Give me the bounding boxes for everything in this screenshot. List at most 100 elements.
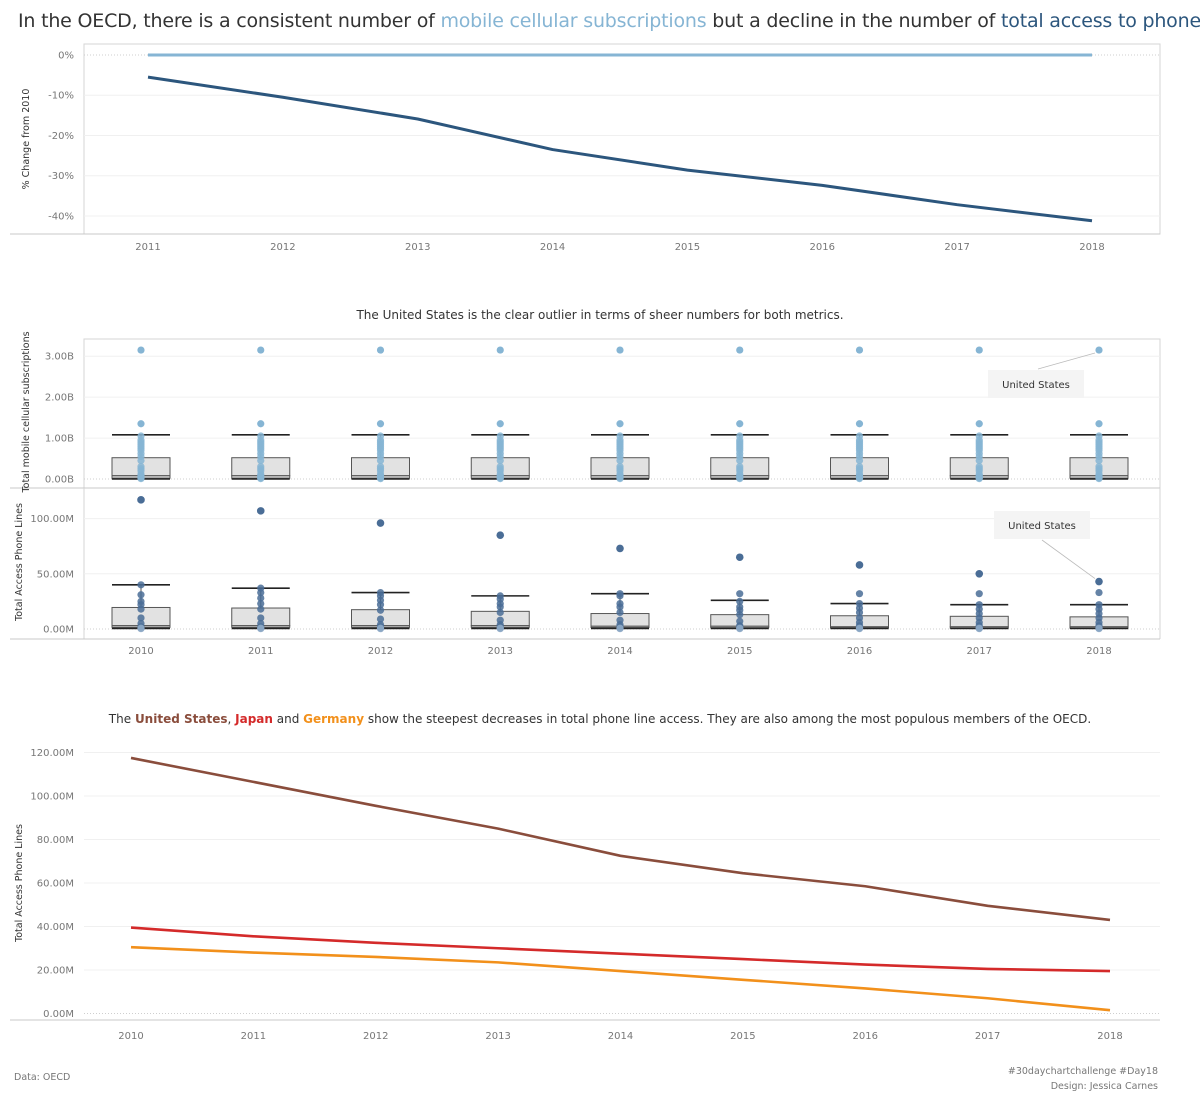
chart1-y-tick-label: 0% [58,51,74,62]
chart2-data-point [975,456,983,465]
chart2-y-tick-label: 3.00B [45,352,74,363]
chart2-data-point [257,474,265,483]
chart4-x-tick-label: 2018 [1097,1031,1122,1042]
chart1-x-tick-label: 2017 [944,242,969,253]
chart2-outlier-point [376,420,385,428]
chart2-outlier-point [496,346,504,354]
chart2-data-point [496,474,504,483]
chart1-x-tick-label: 2016 [810,242,835,253]
chart2-y-tick-label: 0.00B [45,475,74,486]
chart3-x-tick-label: 2010 [128,646,153,657]
section-3-japan: Japan [235,712,273,726]
chart4-y-tick-label: 20.00M [37,965,74,976]
section-3-text-2: show the steepest decreases in total pho… [364,712,1092,726]
chart2-data-point [1095,474,1103,483]
chart3-x-tick-label: 2015 [727,646,752,657]
chart3-x-tick-label: 2012 [368,646,393,657]
chart3-data-point [257,600,265,608]
chart2-outlier-point [257,346,265,354]
chart3-outlier-point [735,553,744,562]
chart3-data-point [855,608,864,617]
chart4-y-axis-label: Total Access Phone Lines [14,824,25,943]
chart4-x-tick-label: 2014 [608,1031,633,1042]
chart3-outlier-point [496,531,505,539]
chart4-x-tick-label: 2013 [485,1031,510,1042]
chart1-y-tick-label: -10% [48,91,74,102]
headline-part-2: but a decline in the number of [706,10,1002,32]
chart2-annotation-leader [1037,352,1096,370]
chart3-data-point [257,594,265,602]
chart4-x-tick-label: 2017 [975,1031,1000,1042]
chart1-series-lines-line [147,75,1093,223]
chart2-outlier-point [736,346,744,354]
chart3-data-point [496,603,504,611]
chart1-x-tick-label: 2015 [675,242,700,253]
chart4-y-tick-label: 40.00M [37,922,74,933]
chart3-outlier-point [616,544,624,553]
chart3-small-point [137,625,145,633]
chart3-x-tick-label: 2017 [967,646,992,657]
chart2-outlier-point [616,420,624,428]
chart3-small-point [257,625,265,633]
chart4-x-tick-label: 2015 [730,1031,755,1042]
chart3-data-point [376,615,385,623]
chart4-y-tick-label: 0.00M [43,1009,74,1020]
chart3-data-point [736,611,744,619]
chart3-x-tick-label: 2018 [1086,646,1111,657]
chart3-data-point [975,590,983,598]
chart3-data-point [736,590,744,598]
chart1-y-axis-label: % Change from 2010 [21,89,32,190]
section-2-subtitle: The United States is the clear outlier i… [356,308,844,322]
chart2-outlier-point [975,346,983,354]
chart4-y-tick-label: 60.00M [37,879,74,890]
chart4-y-tick-label: 120.00M [30,748,74,759]
chart3-small-point [855,625,864,633]
chart2-data-point [736,474,744,483]
chart2-data-point [855,456,864,465]
chart3-small-point [975,625,983,633]
chart2-data-point [257,456,265,465]
data-source: Data: OECD [14,1072,71,1083]
designer-credit: Design: Jessica Carnes [1050,1081,1158,1092]
chart2-outlier-point [855,346,864,354]
chart2-outlier-point [257,420,265,428]
chart2-annotation-label: United States [1002,380,1070,391]
chart2-outlier-point [975,420,983,428]
headline: In the OECD, there is a consistent numbe… [18,10,1200,32]
chart4-series-japan-line [130,926,1111,973]
chart3-data-point [137,614,145,622]
chart3-data-point [137,591,145,599]
chart3-data-point [137,605,145,613]
chart3-data-point [736,597,744,606]
chart3-data-point [616,603,624,611]
chart4-x-tick-label: 2012 [363,1031,388,1042]
headline-part-1: In the OECD, there is a consistent numbe… [18,10,441,32]
chart1-frame [83,43,1161,235]
chart2-outlier-point [376,346,385,354]
chart2-outlier-point [137,346,145,354]
chart2-data-point [376,456,385,465]
chart1-x-tick-label: 2013 [405,242,430,253]
chart3-outlier-point [137,496,145,504]
chart3-y-axis-label: Total Access Phone Lines [14,503,25,622]
chart2-annotation-box [988,370,1084,398]
chart3-data-point [376,601,385,609]
chart2-outlier-point [855,420,864,428]
chart2-data-point [137,474,145,483]
headline-lines-highlight: total access to phone lines. [1001,10,1200,32]
section-3-subtitle: The United States, Japan and Germany sho… [0,712,1200,726]
chart2-data-point [376,474,385,483]
chart4-x-tick-label: 2011 [241,1031,266,1042]
chart3-outlier-point [1095,577,1103,586]
section-3-us: United States [134,712,228,726]
chart1-y-tick-label: -40% [48,211,74,222]
chart3-data-point [616,608,624,617]
chart3-data-point [376,606,385,614]
chart3-x-tick-label: 2013 [488,646,513,657]
chart3-annotation-box [994,511,1090,539]
chart1-x-tick-label: 2011 [135,242,160,253]
chart2-data-point [616,456,624,465]
chart3-outlier-point [975,570,984,578]
chart2-data-point [975,474,983,483]
